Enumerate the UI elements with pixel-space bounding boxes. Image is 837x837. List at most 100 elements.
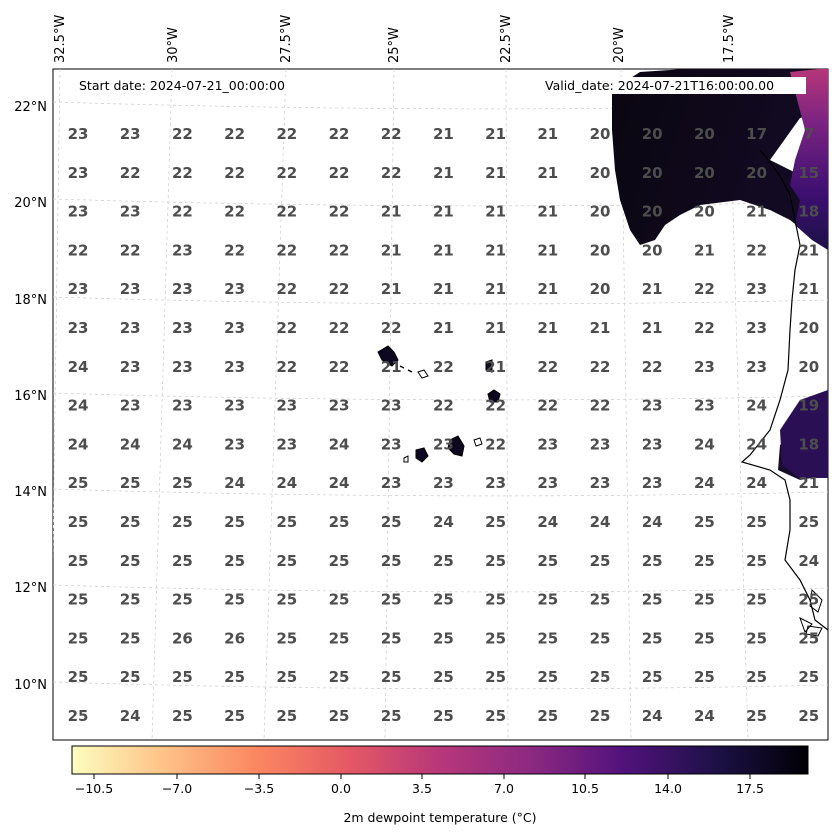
dewpoint-value: 25: [537, 629, 558, 647]
dewpoint-value: 23: [694, 397, 715, 415]
dewpoint-value: 25: [590, 668, 611, 686]
dewpoint-value: 25: [120, 474, 141, 492]
dewpoint-value: 23: [642, 397, 663, 415]
latitude-label: 16°N: [14, 389, 47, 404]
latitude-labels: 22°N 20°N 18°N 16°N 14°N 12°N 10°N: [14, 100, 47, 693]
dewpoint-value: 25: [746, 552, 767, 570]
dewpoint-value: 22: [433, 358, 454, 376]
coastal-shading-south: [780, 390, 828, 478]
start-date-label: Start date: 2024-07-21_00:00:00: [79, 78, 285, 93]
dewpoint-value: 25: [381, 668, 402, 686]
dewpoint-value: 23: [120, 280, 141, 298]
dewpoint-value: 22: [329, 125, 350, 143]
dewpoint-value: 25: [68, 591, 89, 609]
dewpoint-value: 18: [798, 435, 819, 453]
dewpoint-value: 21: [381, 203, 402, 221]
dewpoint-value: 24: [798, 552, 819, 570]
dewpoint-value: 23: [485, 474, 506, 492]
latitude-label: 20°N: [14, 196, 47, 211]
dewpoint-value: 24: [120, 435, 141, 453]
dewpoint-value: 22: [172, 164, 193, 182]
dewpoint-value: 21: [537, 241, 558, 259]
dewpoint-value: 25: [329, 513, 350, 531]
dewpoint-value: 22: [224, 241, 245, 259]
valid-date-box: Valid_date: 2024-07-21T16:00:00.00: [540, 77, 806, 94]
dewpoint-value: 24: [642, 513, 663, 531]
dewpoint-value: 24: [694, 707, 715, 725]
dewpoint-value: 24: [329, 435, 350, 453]
dewpoint-value: 23: [433, 435, 454, 453]
dewpoint-value: 24: [746, 474, 767, 492]
dewpoint-value: 21: [485, 125, 506, 143]
dewpoint-value: 25: [642, 552, 663, 570]
dewpoint-value: 22: [276, 358, 297, 376]
dewpoint-value: 25: [746, 629, 767, 647]
dewpoint-value: 22: [120, 164, 141, 182]
cape-verde-islands: [377, 345, 501, 463]
dewpoint-value: 24: [433, 513, 454, 531]
dewpoint-value: 22: [224, 164, 245, 182]
dewpoint-value: 25: [329, 707, 350, 725]
dewpoint-value: 21: [798, 280, 819, 298]
dewpoint-value: 25: [381, 552, 402, 570]
dewpoint-value: 23: [172, 358, 193, 376]
dewpoint-value: 25: [120, 552, 141, 570]
dewpoint-value: 22: [485, 435, 506, 453]
dewpoint-value: 25: [68, 707, 89, 725]
dewpoint-value: 22: [276, 319, 297, 337]
dewpoint-value: 25: [798, 513, 819, 531]
dewpoint-value: 25: [590, 591, 611, 609]
dewpoint-value: 21: [433, 280, 454, 298]
dewpoint-value: 23: [68, 125, 89, 143]
latitude-label: 22°N: [14, 100, 47, 115]
dewpoint-value: 25: [590, 629, 611, 647]
dewpoint-value: 24: [329, 474, 350, 492]
dewpoint-value: 25: [433, 707, 454, 725]
dewpoint-value: 25: [433, 591, 454, 609]
dewpoint-value: 23: [642, 435, 663, 453]
dewpoint-value: 25: [329, 668, 350, 686]
dewpoint-value: 25: [798, 668, 819, 686]
dewpoint-value: 25: [224, 513, 245, 531]
dewpoint-value: 23: [120, 125, 141, 143]
coastal-shading-north: [790, 69, 828, 250]
dewpoint-value: 20: [694, 164, 715, 182]
dewpoint-value: 20: [590, 203, 611, 221]
dewpoint-value: 25: [798, 591, 819, 609]
dewpoint-value: 23: [120, 397, 141, 415]
africa-dewpoint-shading: [612, 69, 828, 740]
dewpoint-value: 22: [172, 125, 193, 143]
dewpoint-value: 21: [798, 474, 819, 492]
dewpoint-value: 22: [746, 241, 767, 259]
dewpoint-value: 25: [694, 668, 715, 686]
dewpoint-value: 25: [172, 707, 193, 725]
dewpoint-value: 23: [68, 280, 89, 298]
dewpoint-value: 21: [433, 203, 454, 221]
dewpoint-value: 23: [224, 358, 245, 376]
dewpoint-value: 25: [276, 552, 297, 570]
dewpoint-value: 25: [224, 591, 245, 609]
dewpoint-value: 22: [276, 164, 297, 182]
valid-date-label: Valid_date: 2024-07-21T16:00:00.00: [545, 78, 774, 93]
dewpoint-value: 23: [433, 474, 454, 492]
dewpoint-value: 22: [694, 319, 715, 337]
dewpoint-value: 25: [433, 668, 454, 686]
dewpoint-value: 21: [433, 164, 454, 182]
dewpoint-value: 19: [798, 397, 819, 415]
colorbar-tick-label: −3.5: [244, 781, 274, 796]
dewpoint-value: 22: [329, 319, 350, 337]
dewpoint-value: 20: [642, 241, 663, 259]
dewpoint-value: 25: [485, 552, 506, 570]
map-layers: 23 23 22 22 22 22 22 21 21 21 20 20 20 17 7 23 22 22 22 22 2…: [53, 69, 828, 740]
dewpoint-value: 22: [642, 358, 663, 376]
dewpoint-value: 21: [694, 241, 715, 259]
dewpoint-value: 22: [537, 397, 558, 415]
dewpoint-value: 21: [433, 241, 454, 259]
dewpoint-value: 25: [590, 552, 611, 570]
dewpoint-value: 25: [172, 474, 193, 492]
dewpoint-value: 25: [276, 513, 297, 531]
dewpoint-value: 24: [746, 435, 767, 453]
dewpoint-value: 25: [485, 629, 506, 647]
dewpoint-value: 21: [381, 358, 402, 376]
bissagos-islands: [799, 588, 823, 637]
